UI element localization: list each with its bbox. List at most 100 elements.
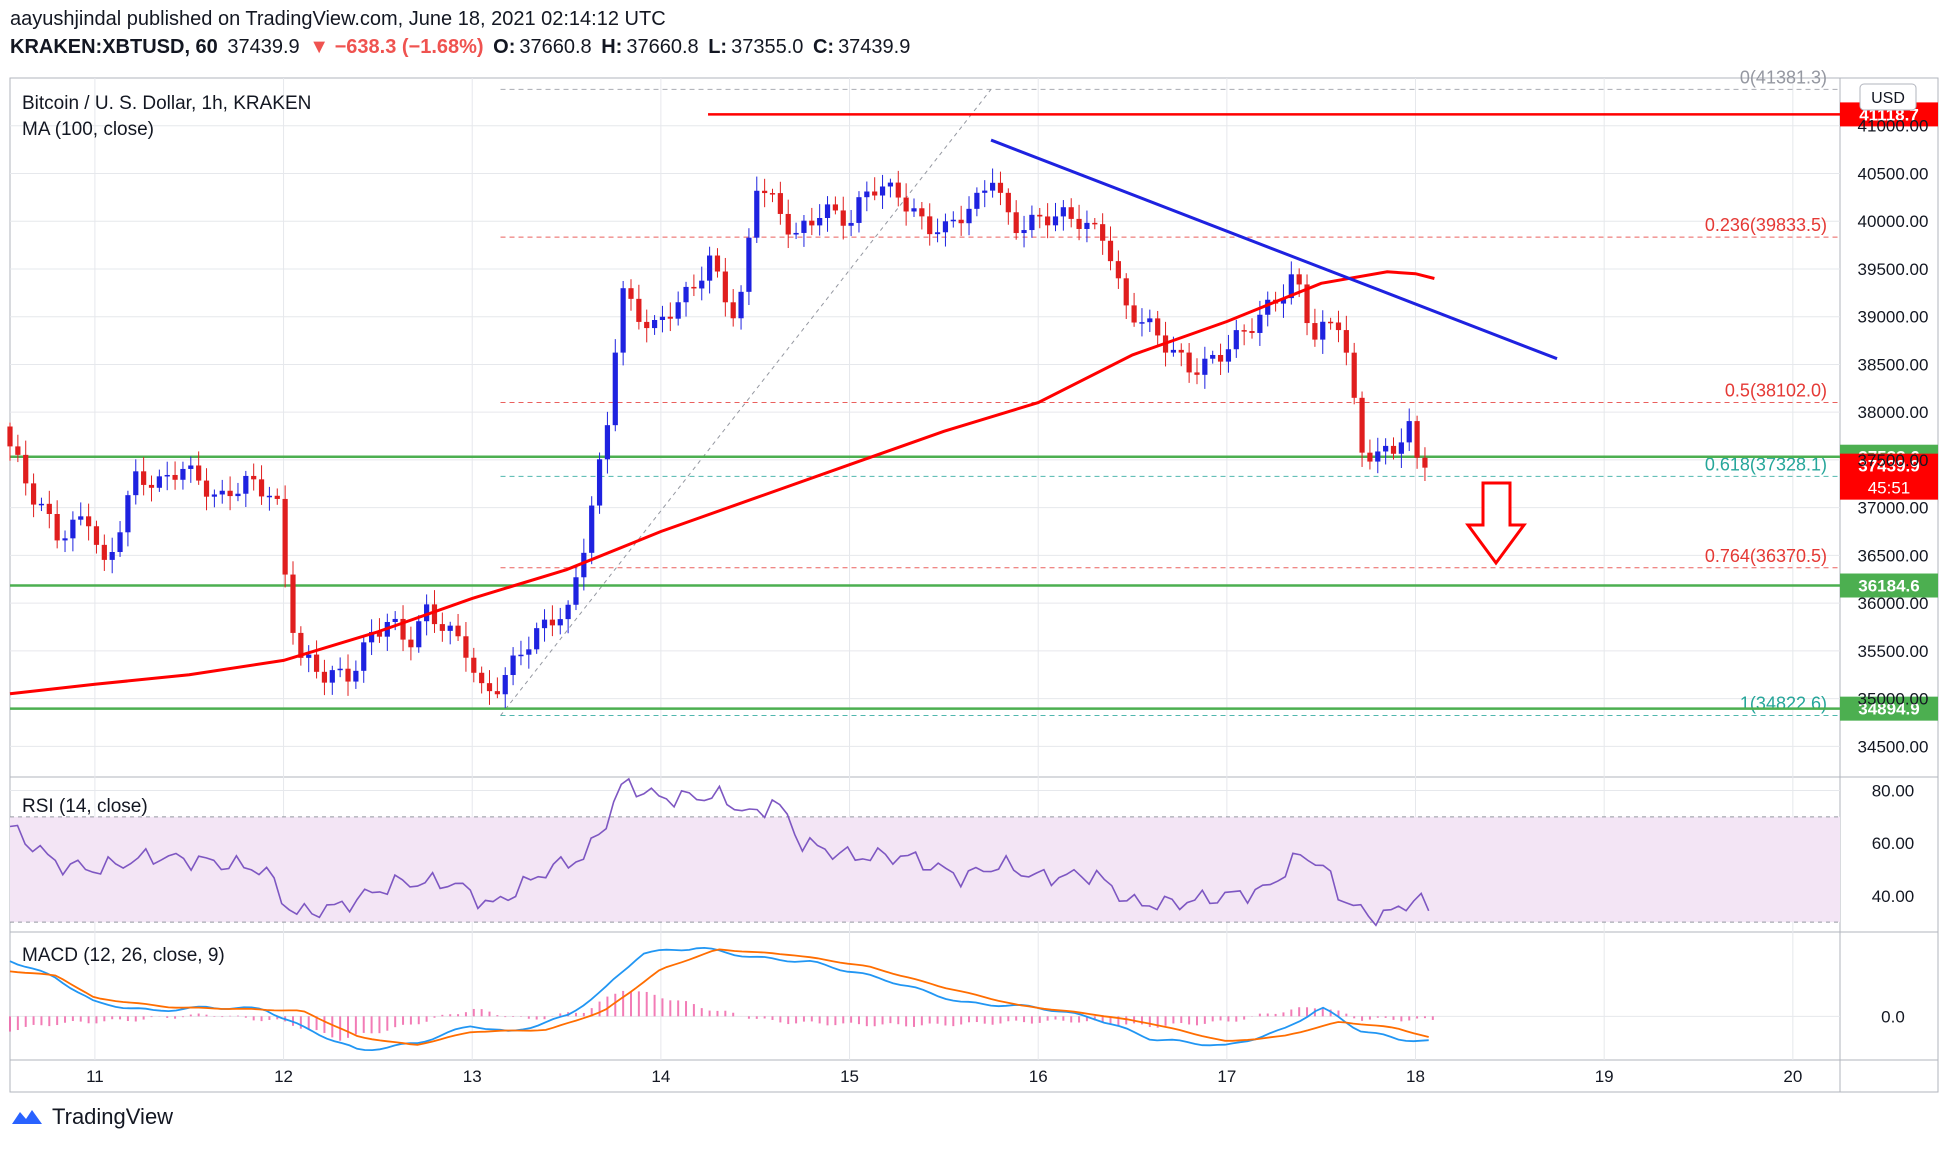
candle-body bbox=[101, 544, 107, 560]
candle-body bbox=[1257, 314, 1263, 333]
candle-body bbox=[636, 298, 642, 322]
candle-body bbox=[824, 204, 831, 219]
candle-body bbox=[93, 526, 100, 545]
macd-legend: MACD (12, 26, close, 9) bbox=[22, 945, 225, 966]
price-tick-label: 36000.00 bbox=[1858, 594, 1929, 613]
author-name[interactable]: aayushjindal bbox=[10, 8, 122, 30]
candle-body bbox=[416, 621, 422, 648]
candle-body bbox=[353, 670, 359, 682]
candle-body bbox=[424, 604, 430, 622]
candle-body bbox=[1076, 218, 1082, 229]
candle-body bbox=[1021, 230, 1027, 234]
time-tick-label: 15 bbox=[840, 1067, 859, 1086]
candle-body bbox=[801, 220, 807, 233]
price-change: ▼ −638.3 (−1.68%) bbox=[309, 36, 484, 58]
candle-body bbox=[659, 316, 666, 320]
price-tick-label: 36500.00 bbox=[1858, 546, 1929, 565]
candle-body bbox=[934, 232, 941, 235]
candle-body bbox=[1296, 274, 1302, 285]
candle-body bbox=[439, 624, 445, 631]
price-tick-label: 38500.00 bbox=[1858, 355, 1929, 374]
candle-body bbox=[518, 654, 524, 657]
candle-body bbox=[1155, 318, 1161, 336]
candle-body bbox=[1359, 397, 1365, 453]
candle-body bbox=[1186, 352, 1192, 373]
price-tick-label: 40500.00 bbox=[1858, 164, 1929, 183]
candle-body bbox=[86, 516, 92, 527]
candle-body bbox=[762, 190, 768, 194]
candle-body bbox=[769, 193, 776, 195]
candle-body bbox=[1068, 207, 1074, 219]
candle-body bbox=[180, 468, 186, 480]
candle-body bbox=[746, 237, 752, 292]
candle-body bbox=[46, 503, 52, 515]
time-tick-label: 17 bbox=[1217, 1067, 1236, 1086]
current-price-label: 37439.9 bbox=[1858, 457, 1919, 476]
candle-body bbox=[431, 604, 438, 625]
candle-body bbox=[188, 465, 194, 469]
candle-body bbox=[78, 516, 84, 520]
candle-body bbox=[494, 691, 500, 695]
candle-body bbox=[1422, 457, 1428, 468]
fib-level-label: 0.5(38102.0) bbox=[1725, 380, 1827, 400]
candle-body bbox=[1375, 451, 1381, 462]
fib-level-label: 0.236(39833.5) bbox=[1705, 215, 1827, 235]
ohlc-line: KRAKEN:XBTUSD, 60 37439.9 ▼ −638.3 (−1.6… bbox=[10, 36, 914, 59]
candle-body bbox=[164, 474, 170, 477]
candle-body bbox=[148, 484, 155, 488]
candle-body bbox=[879, 186, 886, 196]
candle-body bbox=[1225, 349, 1232, 362]
chart-title: Bitcoin / U. S. Dollar, 1h, KRAKEN bbox=[22, 93, 311, 114]
candle-body bbox=[1383, 445, 1389, 452]
candle-body bbox=[1131, 305, 1137, 323]
candle-body bbox=[738, 291, 744, 319]
candle-body bbox=[565, 604, 571, 620]
candle-body bbox=[581, 552, 587, 578]
usd-button[interactable]: USD bbox=[1859, 83, 1917, 111]
candle-body bbox=[534, 628, 540, 650]
candle-body bbox=[722, 271, 728, 303]
fib-level-label: 0.764(36370.5) bbox=[1705, 546, 1827, 566]
candle-body bbox=[919, 208, 925, 217]
usd-button-label[interactable]: USD bbox=[1871, 90, 1905, 107]
price-pane[interactable]: 0(41381.3) 0.236(39833.5) 0.5(38102.0) 0.61… bbox=[7, 67, 1938, 721]
candle-body bbox=[628, 288, 634, 299]
candle-body bbox=[117, 532, 123, 553]
macd-pane[interactable] bbox=[9, 946, 1434, 1052]
candle-body bbox=[911, 208, 917, 212]
candle-body bbox=[306, 654, 312, 658]
rsi-tick-label: 80.00 bbox=[1872, 782, 1915, 801]
brand-name[interactable]: TradingView bbox=[52, 1104, 174, 1129]
candle-body bbox=[604, 425, 611, 460]
candle-body bbox=[1037, 214, 1043, 217]
candle-body bbox=[864, 191, 870, 198]
candle-body bbox=[1210, 354, 1216, 359]
candle-body bbox=[644, 321, 650, 329]
candle-body bbox=[730, 302, 736, 319]
trendline bbox=[990, 138, 1558, 361]
candle-body bbox=[1060, 207, 1066, 217]
high-label: H: bbox=[601, 36, 623, 58]
candle-body bbox=[1139, 322, 1145, 324]
candle-body bbox=[1241, 330, 1247, 332]
candle-body bbox=[400, 618, 406, 640]
rsi-legend: RSI (14, close) bbox=[22, 796, 148, 817]
candle-body bbox=[258, 479, 265, 497]
candle-body bbox=[1194, 372, 1200, 375]
candle-body bbox=[109, 552, 115, 560]
rsi-pane[interactable] bbox=[9, 777, 1840, 927]
candle-body bbox=[376, 632, 383, 637]
candle-body bbox=[486, 683, 493, 692]
candle-body bbox=[1367, 452, 1373, 462]
candle-body bbox=[1312, 323, 1318, 340]
candle-body bbox=[942, 221, 949, 233]
candle-body bbox=[196, 465, 202, 481]
candle-body bbox=[707, 255, 713, 281]
candle-body bbox=[211, 494, 217, 497]
candle-body bbox=[541, 619, 548, 629]
candle-body bbox=[1170, 349, 1177, 353]
candle-body bbox=[235, 493, 241, 497]
time-tick-label: 13 bbox=[463, 1067, 482, 1086]
candle-body bbox=[982, 190, 988, 193]
